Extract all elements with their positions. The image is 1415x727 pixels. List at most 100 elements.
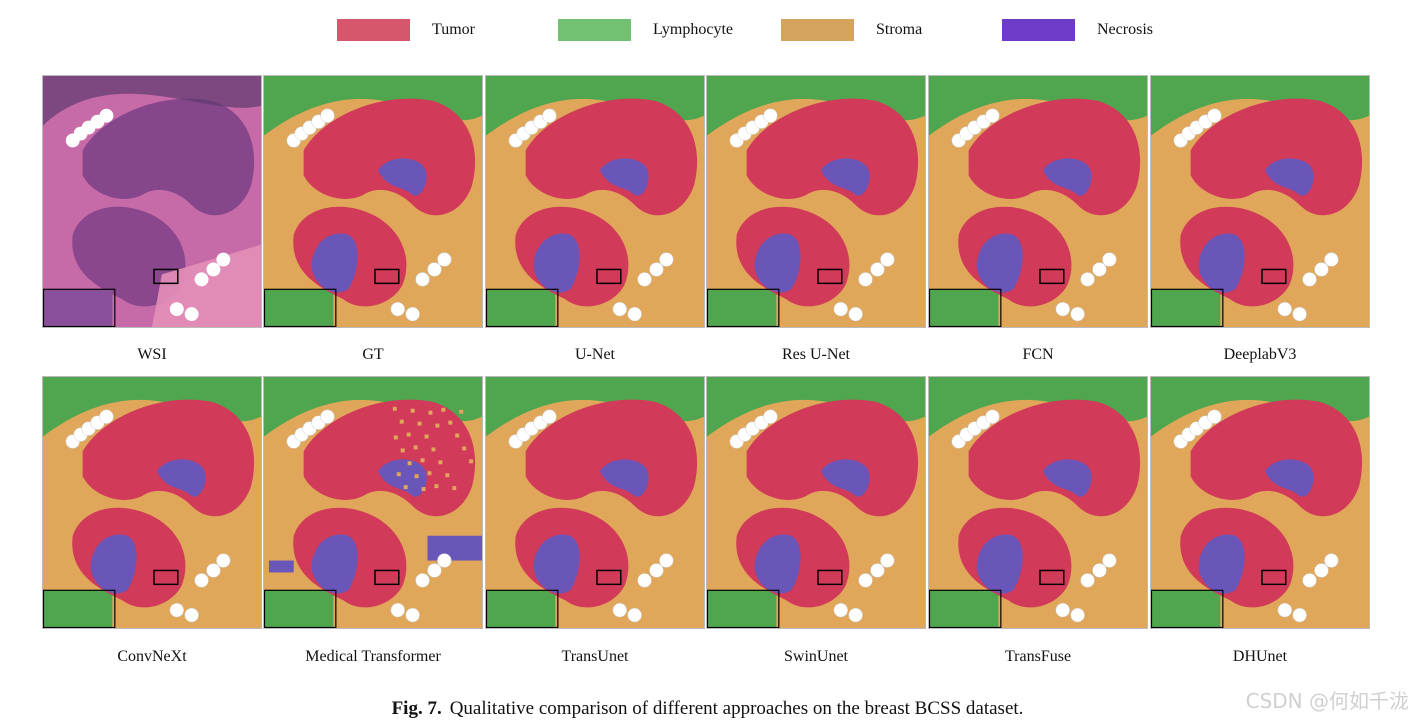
noise-speck bbox=[448, 420, 453, 425]
panel-image bbox=[264, 377, 482, 628]
fat-vacuole bbox=[437, 252, 452, 267]
necrosis-region-lower bbox=[976, 233, 1023, 293]
lymphocyte-inset bbox=[264, 590, 334, 628]
necrosis-region-lower bbox=[533, 233, 580, 293]
noise-speck bbox=[413, 445, 418, 450]
lymphocyte-inset bbox=[486, 590, 556, 628]
panel-label: Res U-Net bbox=[782, 346, 850, 363]
fat-vacuole bbox=[637, 573, 652, 588]
inset-frame bbox=[929, 288, 1002, 327]
noise-speck bbox=[393, 435, 398, 440]
tumor-region-upper bbox=[303, 98, 476, 216]
fat-vacuole bbox=[1302, 272, 1317, 287]
zoom-box bbox=[1261, 268, 1287, 285]
tumor-region-upper bbox=[968, 98, 1141, 216]
tumor-region-upper bbox=[525, 98, 698, 216]
tumor-region-upper bbox=[82, 399, 255, 517]
fat-vacuole bbox=[1302, 573, 1317, 588]
fat-vacuole bbox=[627, 607, 642, 623]
zoom-box bbox=[817, 569, 843, 586]
necrosis-region-lower bbox=[533, 534, 580, 594]
panel-label: TransUnet bbox=[561, 648, 629, 665]
fat-vacuole bbox=[1277, 301, 1292, 317]
lymphocyte-region bbox=[486, 377, 704, 437]
necrosis-region-upper bbox=[1264, 158, 1314, 196]
fat-vacuole bbox=[659, 252, 674, 267]
fat-vacuole bbox=[1080, 272, 1095, 287]
fat-vacuole bbox=[437, 553, 452, 568]
zoom-box bbox=[596, 268, 622, 285]
panel-label: TransFuse bbox=[1004, 648, 1072, 665]
caption-prefix: Fig. 7. bbox=[391, 698, 442, 719]
panel-label: U-Net bbox=[575, 346, 615, 363]
noise-speck bbox=[400, 448, 405, 453]
zoom-box bbox=[153, 569, 179, 586]
noise-speck bbox=[466, 422, 471, 427]
tumor-region-upper bbox=[303, 399, 476, 517]
inset-frame bbox=[707, 589, 780, 628]
panel-label: Medical Transformer bbox=[305, 648, 441, 665]
inset-frame bbox=[486, 288, 559, 327]
fat-vacuole bbox=[1070, 306, 1085, 322]
tissue-dense-lower bbox=[72, 206, 186, 307]
fat-vacuole bbox=[833, 301, 848, 317]
necrosis-region-upper bbox=[1264, 459, 1314, 497]
panel-image bbox=[43, 377, 261, 628]
lymphocyte-inset bbox=[707, 289, 777, 327]
fat-vacuole bbox=[637, 272, 652, 287]
lymphocyte-inset bbox=[929, 590, 999, 628]
panel-transunet bbox=[485, 376, 705, 629]
panel-label: GT bbox=[362, 346, 384, 363]
fat-vacuole bbox=[649, 563, 664, 578]
lymphocyte-region bbox=[929, 76, 1147, 136]
noise-speck bbox=[410, 408, 415, 413]
fat-vacuole bbox=[1207, 409, 1222, 424]
fat-vacuole bbox=[542, 409, 557, 424]
fat-vacuole bbox=[216, 252, 231, 267]
panel-label: WSI bbox=[137, 346, 167, 363]
legend-item-lymphocyte: Lymphocyte bbox=[558, 18, 733, 42]
inset-frame bbox=[707, 288, 780, 327]
fat-vacuole bbox=[848, 306, 863, 322]
legend-label: Necrosis bbox=[1097, 21, 1153, 38]
noise-speck bbox=[452, 486, 457, 491]
panel-medical-transformer bbox=[263, 376, 483, 629]
noise-speck bbox=[435, 423, 440, 428]
panel-image bbox=[1151, 377, 1369, 628]
noise-speck bbox=[445, 473, 450, 478]
caption-text: Qualitative comparison of different appr… bbox=[449, 698, 1024, 719]
fat-vacuole bbox=[880, 553, 895, 568]
fat-vacuole bbox=[870, 563, 885, 578]
noise-speck bbox=[462, 446, 467, 451]
fat-vacuole bbox=[1324, 252, 1339, 267]
necrosis-region-upper bbox=[1042, 459, 1092, 497]
fat-vacuole bbox=[542, 108, 557, 123]
lymphocyte-inset bbox=[1151, 590, 1221, 628]
fat-vacuole bbox=[390, 301, 405, 317]
lymphocyte-inset bbox=[486, 289, 556, 327]
panel-image bbox=[929, 377, 1147, 628]
fat-vacuole bbox=[194, 573, 209, 588]
noise-speck bbox=[417, 421, 422, 426]
fat-vacuole bbox=[858, 272, 873, 287]
legend-item-tumor: Tumor bbox=[337, 18, 475, 42]
fat-vacuole bbox=[320, 108, 335, 123]
necrosis-region-lower bbox=[311, 233, 358, 293]
panel-label: ConvNeXt bbox=[117, 648, 187, 665]
inset-frame bbox=[43, 288, 116, 327]
necrosis-region-upper bbox=[599, 158, 649, 196]
panel-image bbox=[929, 76, 1147, 327]
lymphocyte-inset bbox=[1151, 289, 1221, 327]
tissue-dense-upper bbox=[82, 98, 255, 216]
lymphocyte-region bbox=[707, 377, 925, 437]
fat-vacuole bbox=[1292, 607, 1307, 623]
lymphocyte-region bbox=[707, 76, 925, 136]
panel-image bbox=[264, 76, 482, 327]
zoom-box bbox=[374, 569, 400, 586]
fat-vacuole bbox=[1314, 563, 1329, 578]
lymphocyte-region bbox=[929, 377, 1147, 437]
lymphocyte-region bbox=[486, 76, 704, 136]
panel-fcn bbox=[928, 75, 1148, 328]
necrosis-region-upper bbox=[377, 459, 427, 497]
necrosis-region-upper bbox=[599, 459, 649, 497]
